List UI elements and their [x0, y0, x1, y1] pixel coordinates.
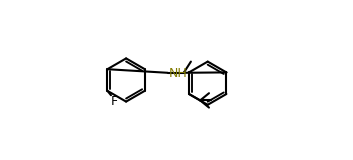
Text: NH: NH: [169, 67, 188, 80]
Text: F: F: [111, 95, 118, 108]
